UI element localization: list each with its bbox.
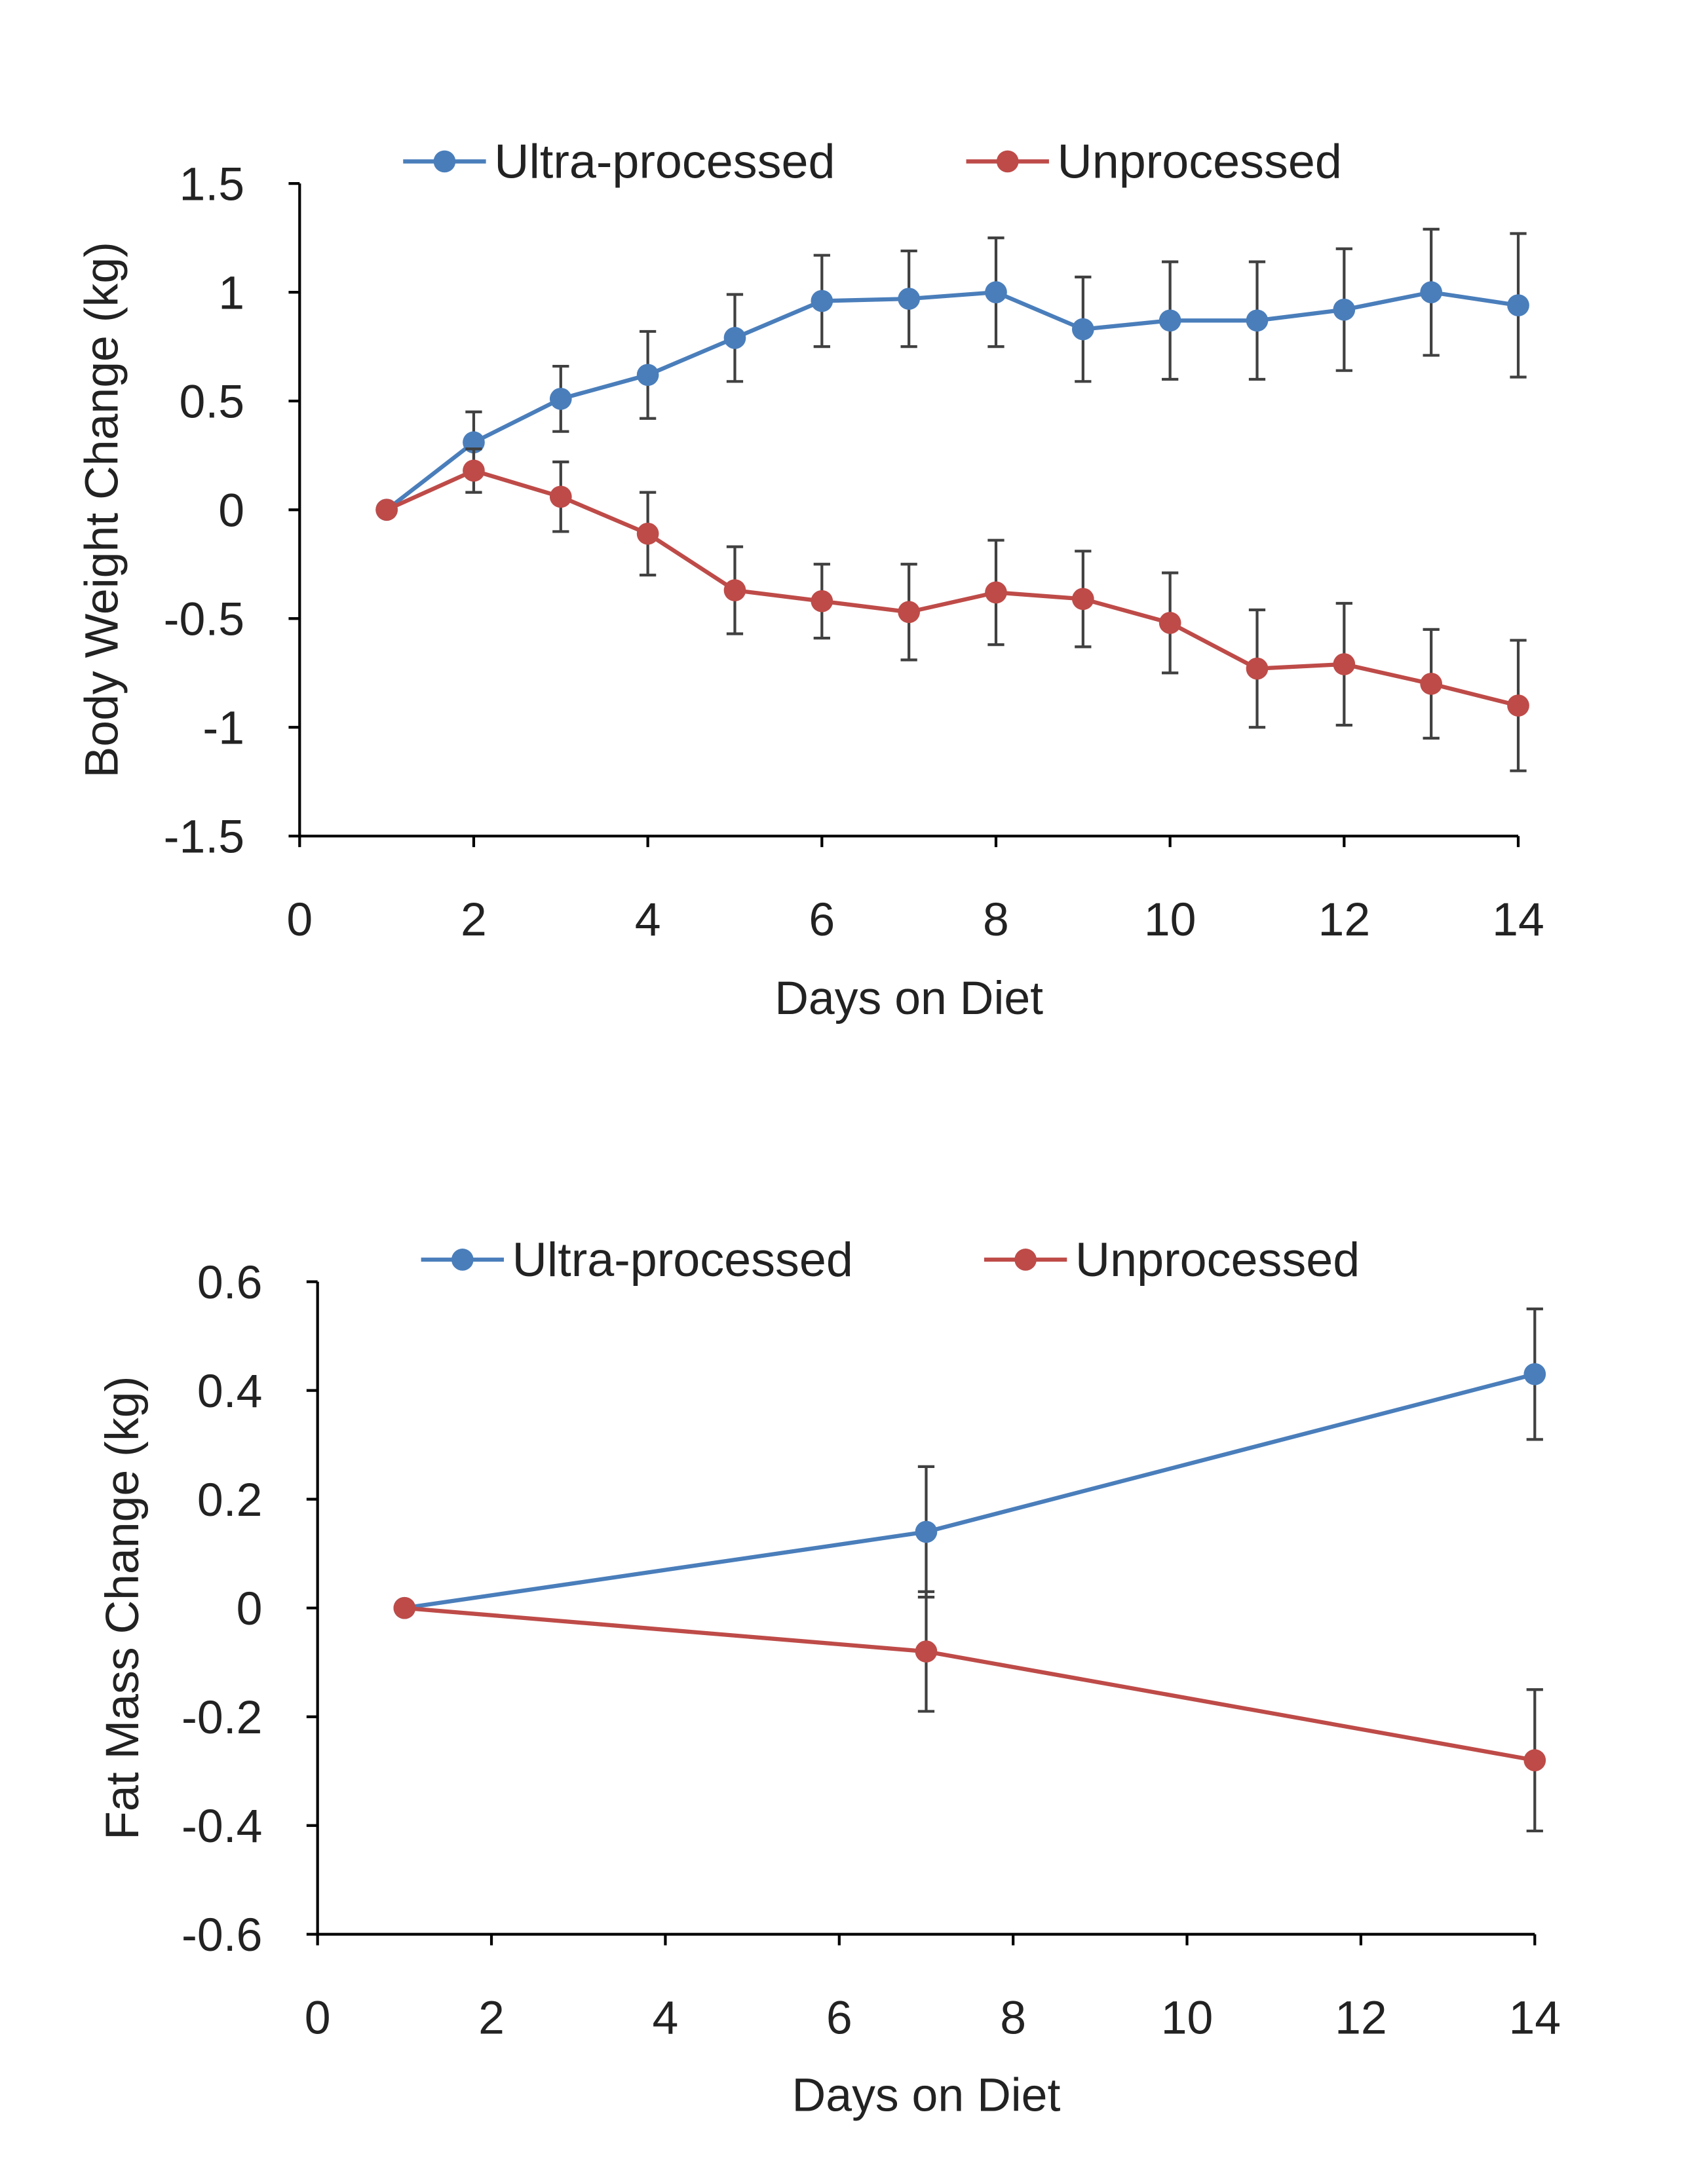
data-point: [1158, 309, 1181, 332]
x-tick-label: 6: [826, 1991, 852, 2044]
data-point: [915, 1520, 938, 1543]
data-point: [1420, 281, 1443, 303]
legend-marker: [1014, 1249, 1037, 1271]
data-point: [723, 579, 746, 601]
y-tick-label: 1.5: [180, 158, 245, 210]
x-tick-label: 0: [305, 1991, 331, 2044]
y-tick-label: -1: [202, 702, 244, 755]
chart-2: 0.6 0.4 0.2 0 -0.2 -0.4 -0.6 0 2 4 6 8 10 12 14 Days on…: [96, 1232, 1561, 2121]
y-tick-label: 0: [237, 1583, 263, 1635]
legend-marker: [451, 1249, 474, 1271]
series-line: [404, 1372, 1536, 1610]
y-tick-label: -0.6: [182, 1909, 262, 1961]
series-line: [385, 468, 1519, 708]
x-tick-label: 10: [1144, 894, 1196, 946]
y-tick-label: 0.4: [197, 1365, 263, 1418]
series-ultra: [375, 227, 1529, 521]
y-tick-label: -0.2: [182, 1691, 262, 1744]
data-point: [811, 290, 833, 312]
chart-1: 1.5 1 0.5 0 -0.5 -1 -1.5 0 2 4 6 8 10 12 14 Days on Die…: [75, 134, 1544, 1025]
y-tick-label: 0: [218, 484, 244, 537]
x-tick-label: 6: [809, 894, 835, 946]
x-tick-label: 12: [1335, 1991, 1387, 2044]
data-point: [1071, 588, 1094, 611]
x-tick-label: 4: [653, 1991, 679, 2044]
data-point: [1523, 1363, 1546, 1385]
data-point: [1333, 653, 1356, 675]
legend-entry-unprocessed: Unprocessed: [984, 1232, 1360, 1287]
data-point: [1071, 318, 1094, 341]
data-point: [915, 1640, 938, 1663]
data-point: [1333, 298, 1356, 321]
data-point: [1507, 694, 1529, 717]
data-point: [1420, 673, 1443, 695]
x-tick-label: 8: [983, 894, 1009, 946]
data-point: [1507, 294, 1529, 316]
y-tick-label: 0.6: [197, 1256, 263, 1309]
data-point: [723, 327, 746, 349]
y-tick-label: -0.4: [182, 1800, 262, 1853]
legend-label: Ultra-processed: [494, 134, 835, 189]
data-point: [549, 388, 572, 410]
data-point: [1246, 309, 1269, 332]
y-tick-label: 0.2: [197, 1474, 263, 1526]
y-tick-label: 1: [218, 267, 244, 319]
legend-marker: [433, 150, 456, 173]
legend-label: Unprocessed: [1075, 1232, 1360, 1287]
series-unprocessed: [393, 1590, 1546, 1833]
legend-marker: [996, 150, 1019, 173]
x-tick-label: 2: [461, 894, 487, 946]
data-point: [375, 499, 398, 521]
x-tick-label: 4: [635, 894, 661, 946]
legend-entry-unprocessed: Unprocessed: [966, 134, 1342, 189]
x-tick-label: 12: [1318, 894, 1371, 946]
x-tick-label: 10: [1161, 1991, 1214, 2044]
data-point: [636, 522, 659, 545]
data-point: [393, 1596, 416, 1619]
y-tick-label: 0.5: [180, 375, 245, 428]
data-point: [549, 485, 572, 508]
x-tick-label: 0: [286, 894, 313, 946]
x-tick-label: 14: [1492, 894, 1544, 946]
data-point: [1523, 1749, 1546, 1771]
y-axis-title: Fat Mass Change (kg): [96, 1376, 149, 1840]
data-point: [898, 288, 920, 310]
data-point: [811, 590, 833, 612]
x-tick-label: 14: [1508, 1991, 1561, 2044]
y-tick-label: -1.5: [164, 811, 244, 863]
series-ultra: [393, 1307, 1546, 1619]
series-line: [404, 1606, 1535, 1763]
legend-label: Ultra-processed: [512, 1232, 853, 1287]
x-axis-title: Days on Diet: [792, 2069, 1061, 2121]
data-point: [1246, 657, 1269, 680]
data-point: [985, 281, 1007, 303]
data-point: [985, 581, 1007, 604]
data-point: [898, 601, 920, 624]
data-point: [636, 364, 659, 386]
series-unprocessed: [375, 447, 1529, 772]
x-tick-label: 2: [478, 1991, 505, 2044]
data-point: [463, 459, 485, 482]
series-line: [385, 290, 1519, 512]
legend-entry-ultra: Ultra-processed: [403, 134, 835, 189]
data-point: [1158, 612, 1181, 634]
legend-entry-ultra: Ultra-processed: [421, 1232, 853, 1287]
legend-label: Unprocessed: [1058, 134, 1342, 189]
x-tick-label: 8: [1000, 1991, 1026, 2044]
y-tick-label: -0.5: [164, 593, 244, 646]
x-axis-title: Days on Diet: [775, 972, 1043, 1025]
y-axis-title: Body Weight Change (kg): [75, 242, 128, 778]
